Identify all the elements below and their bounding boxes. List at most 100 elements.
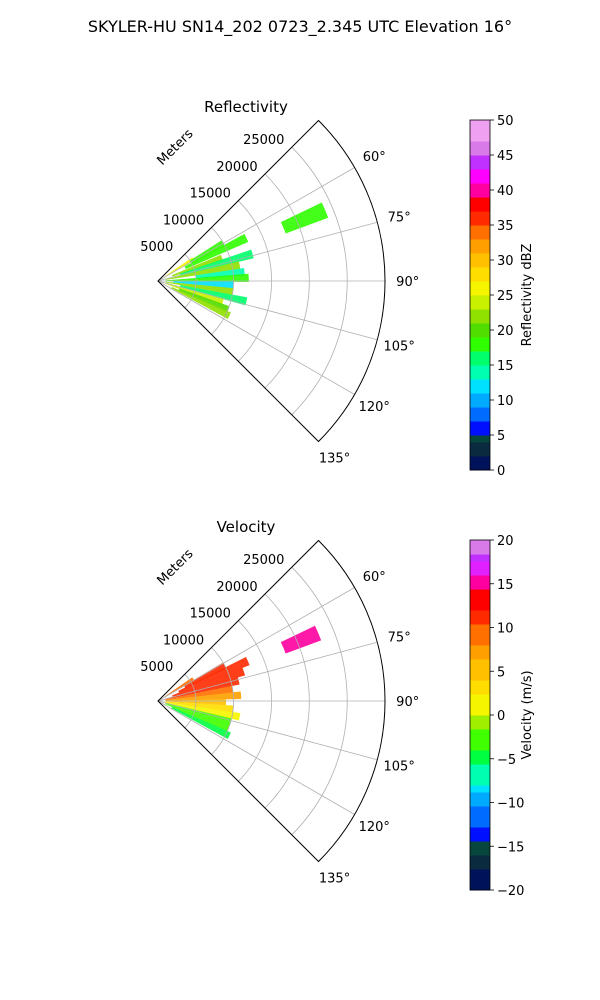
reflectivity-theta-tick-label-2: 90° (396, 275, 419, 290)
reflectivity-spoke-4 (157, 280, 355, 395)
velocity-colorbar-segment-36 (470, 631, 490, 639)
velocity-colorbar-tick-label-8: 20 (497, 534, 514, 549)
reflectivity-colorbar-segment-10 (470, 393, 490, 401)
reflectivity-echo-14 (171, 287, 231, 320)
reflectivity-colorbar-segment-35 (470, 218, 490, 226)
reflectivity-colorbar-segment-9 (470, 400, 490, 408)
velocity-colorbar-segment-40 (470, 603, 490, 611)
reflectivity-grid (157, 146, 385, 416)
velocity-colorbar-segment-15 (470, 778, 490, 786)
reflectivity-colorbar-segment-12 (470, 379, 490, 387)
velocity-colorbar-segment-42 (470, 589, 490, 597)
velocity-echo-3 (280, 625, 322, 654)
velocity-colorbar-segment-41 (470, 596, 490, 604)
reflectivity-colorbar-segment-49 (470, 120, 490, 128)
velocity-colorbar: −20 −15 −10 −5 0 5 10 15 20 Velocity (m/s) (469, 534, 535, 899)
reflectivity-colorbar-segment-38 (470, 197, 490, 205)
reflectivity-echo-5 (179, 249, 254, 276)
reflectivity-theta-tick-label-0: 60° (363, 150, 386, 165)
velocity-colorbar-segment-23 (470, 722, 490, 730)
reflectivity-colorbar-segment-27 (470, 274, 490, 282)
reflectivity-colorbar-tick-label-5: 25 (497, 289, 514, 304)
velocity-colorbar-tick-label-2: −10 (497, 797, 524, 812)
reflectivity-echo-10 (165, 281, 234, 295)
velocity-colorbar-segment-21 (470, 736, 490, 744)
reflectivity-colorbar-segment-37 (470, 204, 490, 212)
velocity-colorbar-segment-11 (470, 806, 490, 814)
velocity-colorbar-segment-26 (470, 701, 490, 709)
velocity-spoke-0 (157, 587, 355, 702)
reflectivity-colorbar-segment-18 (470, 337, 490, 345)
velocity-colorbar-segment-2 (470, 869, 490, 877)
reflectivity-spoke-1 (157, 221, 378, 282)
velocity-colorbar-segment-37 (470, 624, 490, 632)
reflectivity-colorbar-segment-8 (470, 407, 490, 415)
reflectivity-colorbar-segment-20 (470, 323, 490, 331)
velocity-colorbar-segment-44 (470, 575, 490, 583)
velocity-colorbar-label: Velocity (m/s) (520, 670, 535, 759)
reflectivity-colorbar-segment-40 (470, 183, 490, 191)
reflectivity-colorbar-tick-label-9: 45 (497, 149, 514, 164)
velocity-colorbar-tick-label-0: −20 (497, 884, 524, 899)
reflectivity-frame (157, 119, 386, 443)
reflectivity-echo-3 (280, 202, 329, 234)
reflectivity-colorbar-segment-47 (470, 134, 490, 142)
reflectivity-colorbar-segment-31 (470, 246, 490, 254)
reflectivity-colorbar-tick-label-1: 5 (497, 429, 505, 444)
velocity-r-tick-label-3: 20000 (216, 580, 257, 595)
velocity-spoke-1 (157, 641, 378, 702)
velocity-frame (157, 539, 386, 863)
velocity-colorbar-tick-label-3: −5 (497, 753, 516, 768)
velocity-colorbar-tick-label-6: 10 (497, 622, 514, 637)
velocity-colorbar-segment-27 (470, 694, 490, 702)
velocity-theta-tick-label-4: 120° (359, 820, 390, 835)
reflectivity-title: Reflectivity (204, 98, 288, 116)
reflectivity-colorbar-segment-45 (470, 148, 490, 156)
reflectivity-theta-tick-label-1: 75° (388, 210, 411, 225)
velocity-panel: Velocity 5000 10000 15000 20000 25000 Meters 60… (140, 518, 535, 899)
reflectivity-r-tick-label-0: 5000 (140, 240, 173, 255)
velocity-colorbar-segment-4 (470, 855, 490, 863)
velocity-echo-11 (165, 702, 232, 726)
reflectivity-colorbar-segment-5 (470, 428, 490, 436)
reflectivity-colorbar-tick-label-4: 20 (497, 324, 514, 339)
reflectivity-colorbar-segment-3 (470, 442, 490, 450)
reflectivity-theta-tick-label-5: 135° (319, 452, 350, 467)
velocity-colorbar-segment-31 (470, 666, 490, 674)
velocity-colorbar-segment-14 (470, 785, 490, 793)
reflectivity-colorbar-segment-2 (470, 449, 490, 457)
reflectivity-r-tick-label-4: 25000 (243, 133, 284, 148)
velocity-colorbar-tick-label-7: 15 (497, 578, 514, 593)
velocity-colorbar-segment-16 (470, 771, 490, 779)
reflectivity-colorbar-segment-7 (470, 414, 490, 422)
velocity-echo-1 (184, 662, 227, 689)
velocity-colorbar-segment-20 (470, 743, 490, 751)
reflectivity-colorbar-segment-30 (470, 253, 490, 261)
velocity-theta-tick-label-2: 90° (396, 695, 419, 710)
velocity-r-tick-label-2: 15000 (190, 607, 231, 622)
reflectivity-colorbar-segment-16 (470, 351, 490, 359)
velocity-colorbar-segment-6 (470, 841, 490, 849)
reflectivity-colorbar-segment-32 (470, 239, 490, 247)
reflectivity-colorbar-tick-label-0: 0 (497, 464, 505, 479)
velocity-theta-tick-label-0: 60° (363, 570, 386, 585)
reflectivity-colorbar-segment-1 (470, 456, 490, 464)
velocity-colorbar-tick-label-4: 0 (497, 709, 505, 724)
velocity-colorbar-segment-39 (470, 610, 490, 618)
reflectivity-spoke-3 (157, 280, 378, 341)
velocity-colorbar-segment-9 (470, 820, 490, 828)
velocity-echo-6 (165, 685, 234, 701)
reflectivity-colorbar-tick-label-6: 30 (497, 254, 514, 269)
velocity-colorbar-segment-49 (470, 540, 490, 548)
reflectivity-colorbar-tick-label-10: 50 (497, 114, 514, 129)
velocity-theta-tick-label-3: 105° (384, 760, 415, 775)
reflectivity-theta-tick-label-3: 105° (384, 340, 415, 355)
velocity-colorbar-segment-18 (470, 757, 490, 765)
reflectivity-colorbar-segment-15 (470, 358, 490, 366)
reflectivity-colorbar-segment-33 (470, 232, 490, 240)
velocity-colorbar-segment-24 (470, 715, 490, 723)
velocity-colorbar-segment-17 (470, 764, 490, 772)
velocity-colorbar-segment-0 (470, 883, 490, 891)
reflectivity-colorbar-label: Reflectivity dBZ (520, 244, 535, 347)
